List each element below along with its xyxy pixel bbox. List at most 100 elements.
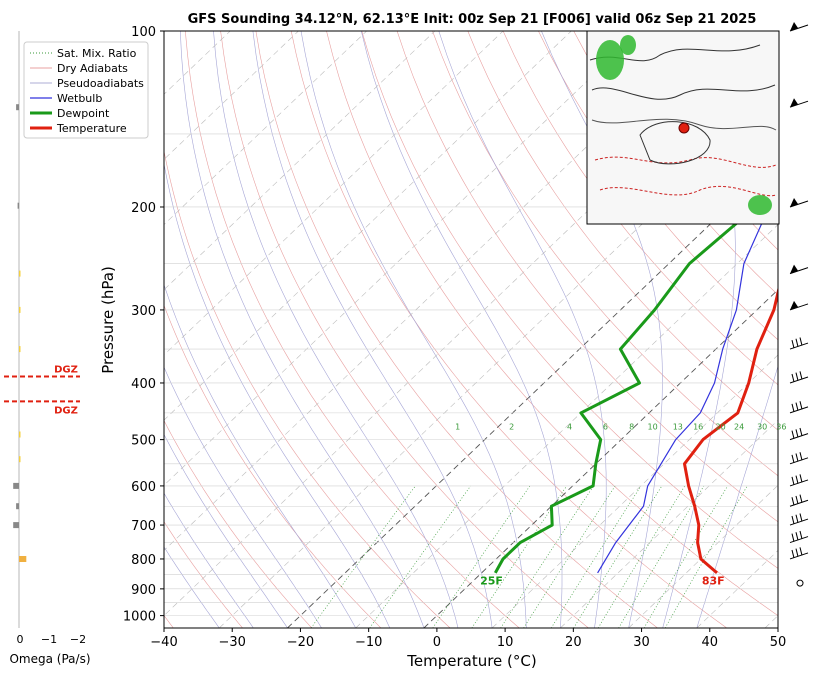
- omega-tick-0: 0: [17, 633, 24, 646]
- omega-bar: [13, 522, 19, 529]
- wind-barb-icon: [789, 499, 809, 507]
- wind-feather-icon: [795, 548, 799, 557]
- x-tick-label: 0: [433, 635, 441, 650]
- pseudoadiabat: [164, 546, 220, 628]
- dewpoint-line: [493, 174, 778, 574]
- wind-feather-icon: [799, 337, 803, 346]
- wind-feather-icon: [795, 402, 799, 411]
- inset-map: [586, 30, 780, 225]
- mixing-ratio-line: [664, 485, 748, 628]
- mixing-ratio-label: 4: [567, 422, 572, 431]
- x-tick-label: −40: [150, 635, 177, 650]
- omega-bar: [13, 482, 19, 489]
- mixing-ratio-label: 2: [509, 422, 514, 431]
- omega-tick-2: −2: [70, 633, 86, 646]
- omega-bar: [19, 306, 21, 313]
- wind-barb-icon: [789, 342, 809, 350]
- wind-feather-icon: [799, 401, 803, 410]
- wind-feather-icon: [791, 373, 795, 383]
- wind-pennant-icon: [790, 98, 798, 108]
- mixing-ratio-label: 8: [629, 422, 634, 431]
- wind-feather-icon: [799, 530, 803, 540]
- omega-bar: [19, 556, 27, 562]
- wind-feather-icon: [799, 371, 803, 380]
- dry-adiabat: [396, 31, 778, 523]
- wind-feather-icon: [795, 475, 799, 484]
- x-tick-label: −10: [355, 635, 382, 650]
- y-tick-label: 1000: [123, 610, 156, 625]
- wind-feather-icon: [799, 474, 803, 483]
- wind-barb-icon: [789, 536, 809, 544]
- wind-feather-icon: [791, 515, 795, 525]
- wind-barb-icon: [789, 376, 809, 384]
- mixing-ratio-line: [432, 485, 531, 628]
- dry-adiabat: [220, 31, 589, 628]
- y-tick-label: 900: [131, 583, 156, 598]
- x-tick-label: 40: [702, 635, 719, 650]
- dry-adiabat: [538, 31, 778, 341]
- wind-feather-icon: [791, 549, 795, 559]
- mixing-ratio-label: 10: [648, 422, 658, 431]
- y-tick-label: 300: [131, 304, 156, 319]
- legend-label: Dry Adiabats: [57, 62, 128, 75]
- pseudoadiabat: [164, 433, 288, 628]
- isotherm: [164, 31, 436, 291]
- pseudoadiabat: [252, 31, 493, 628]
- mixing-ratio-label: 13: [673, 422, 683, 431]
- dry-adiabat: [326, 31, 778, 616]
- mixing-ratio-label: 24: [734, 422, 744, 431]
- dry-adiabat: [164, 521, 243, 628]
- mixing-ratio-label: 20: [716, 422, 726, 431]
- wind-feather-icon: [795, 453, 799, 462]
- pseudoadiabat: [300, 31, 527, 628]
- wind-barb-icon: [789, 433, 809, 441]
- omega-bar: [16, 503, 19, 510]
- dgz-label: DGZ: [54, 365, 78, 376]
- omega-label: Omega (Pa/s): [9, 652, 90, 666]
- wind-barb-icon: [789, 479, 809, 487]
- wind-feather-icon: [795, 514, 799, 523]
- pseudoadiabat: [696, 365, 778, 628]
- wind-barb-icon: [789, 552, 809, 560]
- chart-title: GFS Sounding 34.12°N, 62.13°E Init: 00z …: [188, 12, 757, 27]
- mixing-ratio-label: 36: [776, 422, 786, 431]
- mixing-ratio-line: [550, 485, 642, 628]
- wind-barb-icon: [789, 457, 809, 465]
- wind-barb-icon: [789, 267, 809, 275]
- temperature-line: [683, 286, 778, 575]
- isotherm: [164, 31, 504, 356]
- y-tick-label: 500: [131, 434, 156, 449]
- wind-feather-icon: [795, 495, 799, 505]
- wind-barb-icon: [789, 200, 809, 208]
- wind-feather-icon: [795, 532, 799, 541]
- wind-feather-icon: [799, 494, 803, 503]
- wind-feather-icon: [791, 476, 795, 486]
- mixing-ratio-line: [523, 485, 616, 628]
- y-tick-label: 200: [131, 201, 156, 216]
- x-tick-label: −30: [219, 635, 246, 650]
- wind-barb-icon: [789, 518, 809, 526]
- wind-barb-icon: [789, 24, 809, 32]
- wind-pennant-icon: [790, 22, 798, 31]
- pseudoadiabat: [164, 492, 254, 628]
- x-tick-label: 50: [770, 635, 787, 650]
- plot-frame: [163, 30, 779, 629]
- wind-feather-icon: [795, 429, 799, 438]
- surface-label: 25F: [480, 574, 503, 587]
- wind-pennant-icon: [790, 264, 798, 274]
- dry-adiabat: [164, 419, 312, 628]
- mixing-ratio-line: [597, 485, 686, 628]
- wind-barb-icon: [789, 406, 809, 414]
- mixing-ratio-line: [500, 485, 594, 628]
- omega-panel: Omega (Pa/s) 0 −1 −2 DGZ DGZ: [4, 31, 91, 666]
- wetbulb-line: [597, 206, 770, 574]
- wind-pennant-icon: [790, 300, 798, 310]
- x-tick-label: 20: [565, 635, 582, 650]
- omega-bar: [19, 270, 21, 277]
- wind-feather-icon: [791, 497, 795, 506]
- isotherm: [164, 31, 299, 160]
- omega-bar: [16, 104, 19, 111]
- mixing-ratio-label: 16: [693, 422, 703, 431]
- pseudoadiabat: [213, 31, 459, 628]
- pseudoadiabat: [361, 31, 563, 628]
